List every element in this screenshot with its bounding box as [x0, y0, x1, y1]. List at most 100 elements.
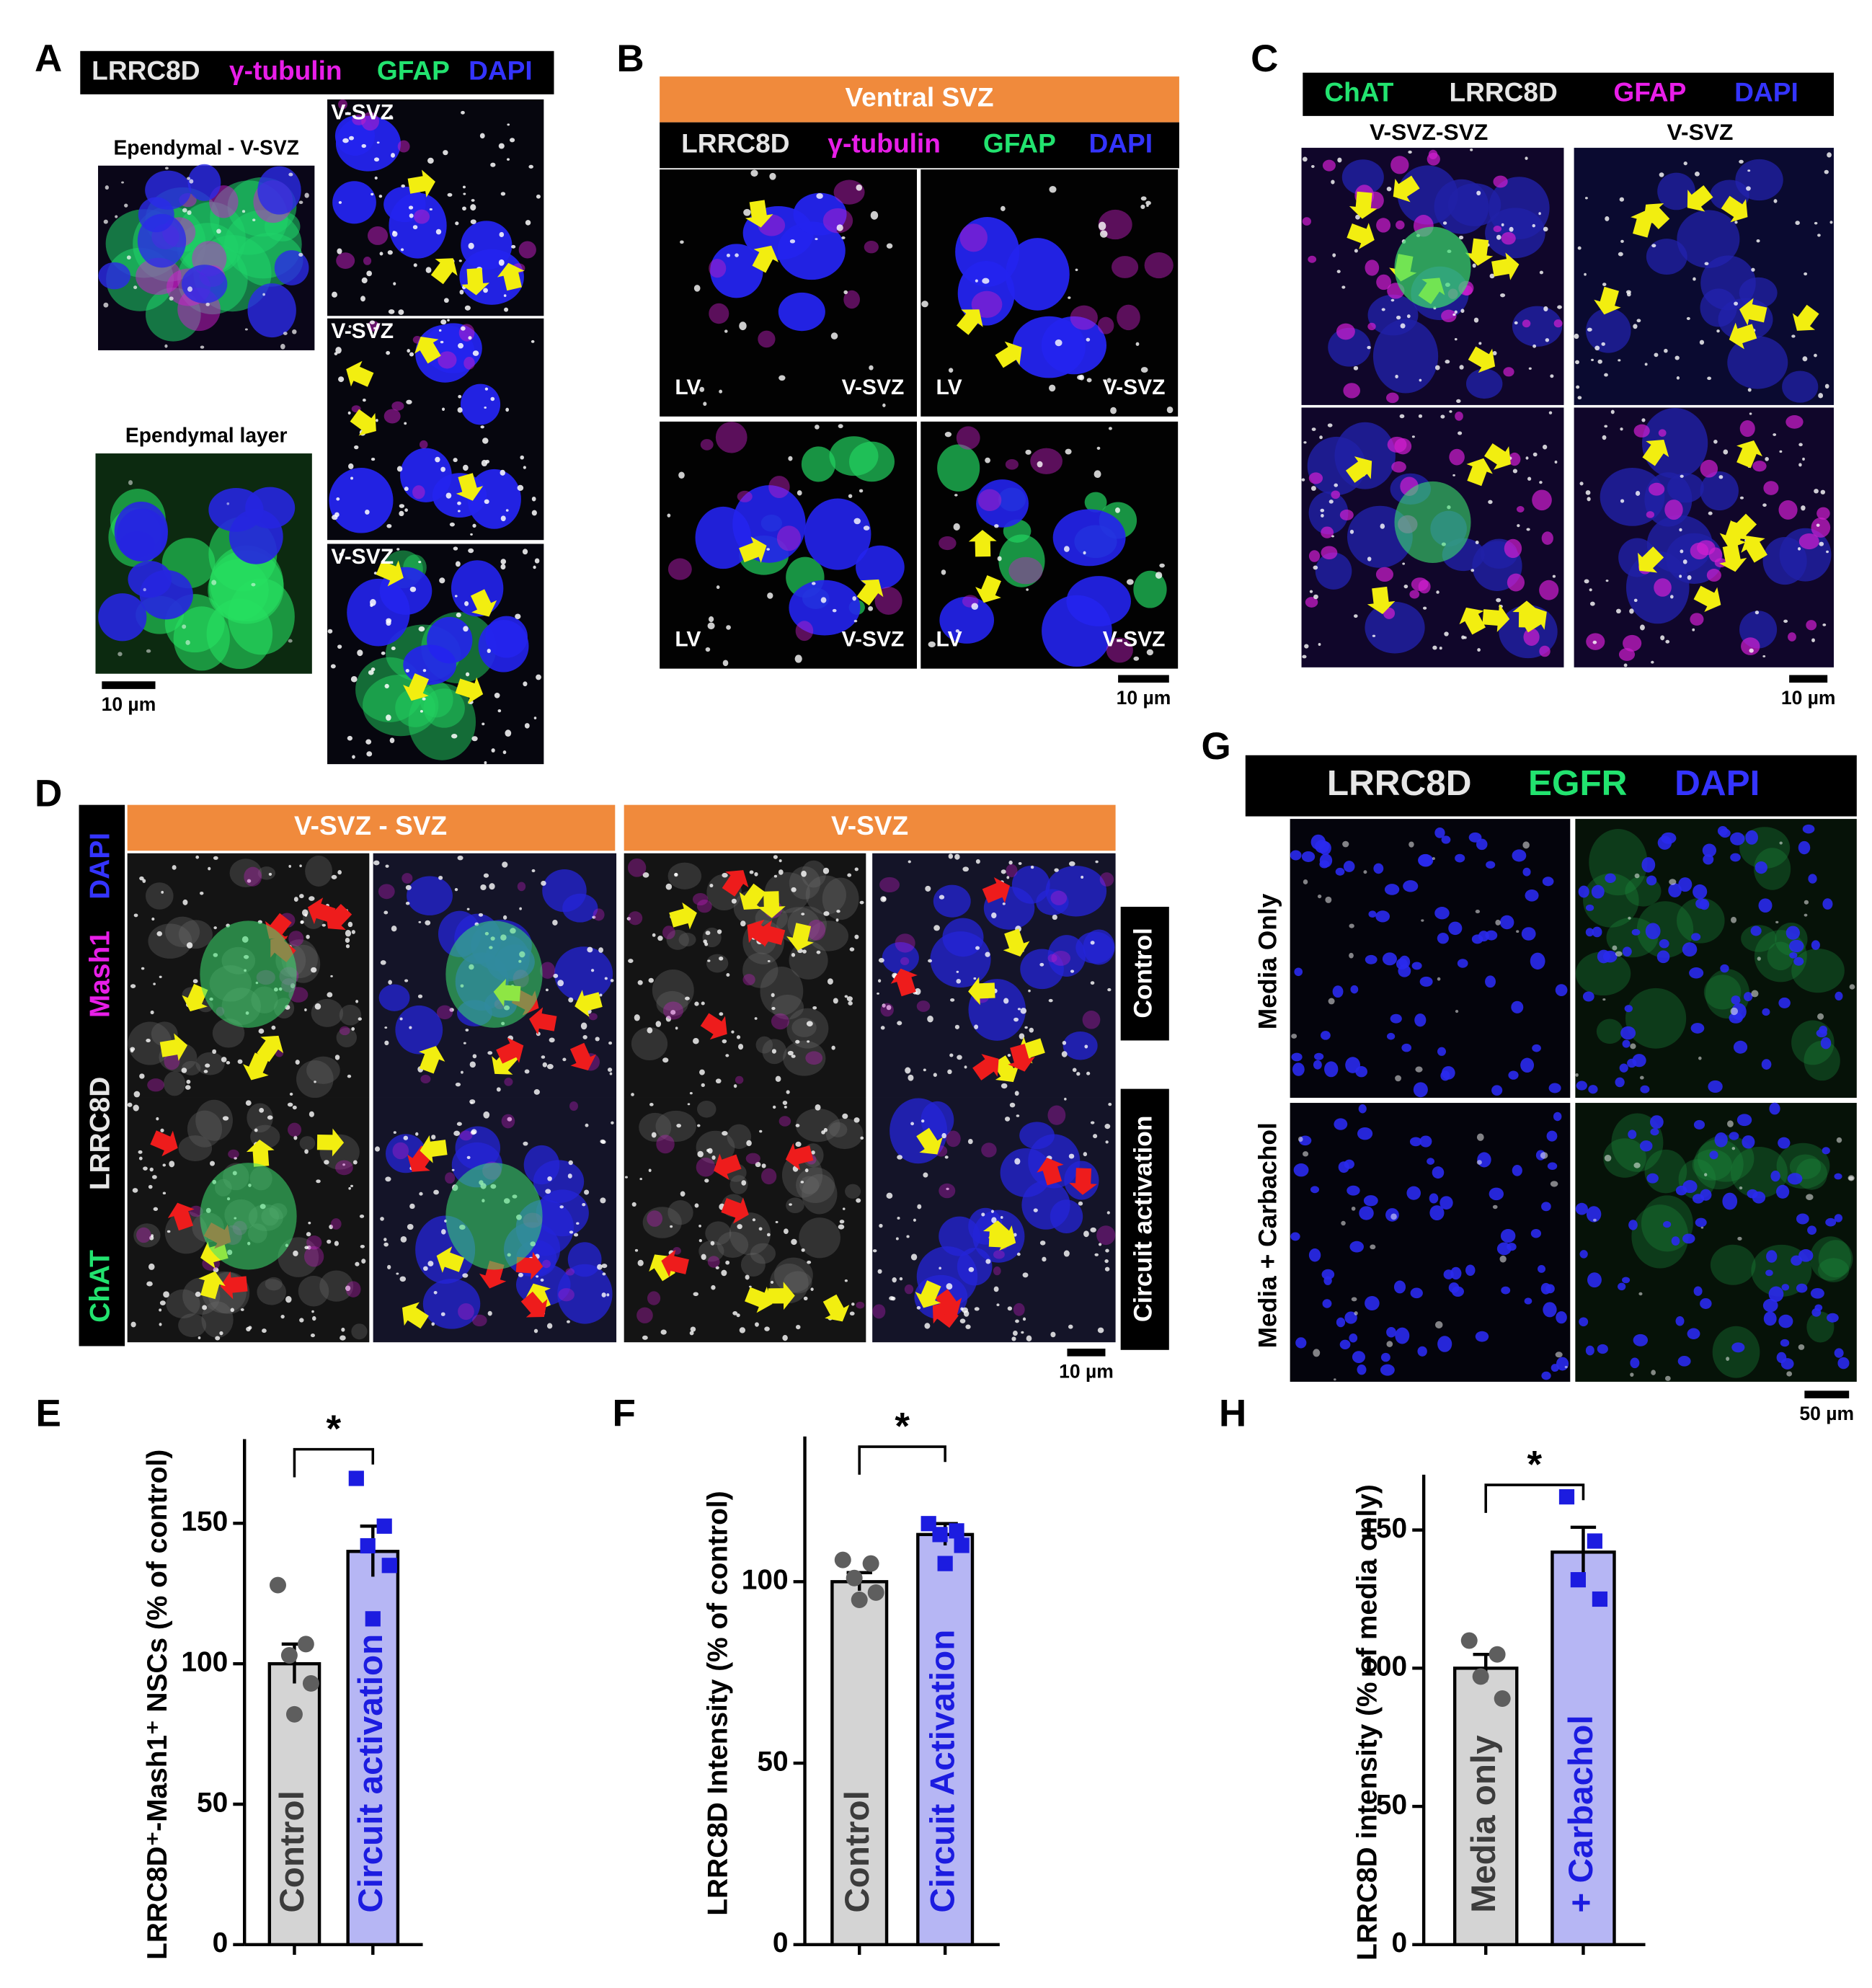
- texture: [1016, 1252, 1021, 1256]
- texture: [778, 292, 825, 332]
- texture: [1133, 570, 1167, 608]
- arrow: [470, 589, 497, 617]
- texture: [1675, 1185, 1687, 1196]
- texture: [1747, 388, 1752, 392]
- texture: [1671, 1236, 1680, 1246]
- arrow: [246, 1139, 275, 1167]
- texture: [1605, 873, 1616, 884]
- texture: [678, 932, 696, 947]
- texture: [1357, 1127, 1373, 1140]
- texture: [947, 1069, 952, 1075]
- texture: [1429, 1205, 1445, 1221]
- texture: [1766, 1250, 1778, 1263]
- texture: [956, 426, 980, 450]
- texture: [1106, 378, 1112, 383]
- texture: [637, 980, 643, 985]
- texture: [628, 911, 643, 926]
- texture: [1798, 1344, 1805, 1350]
- texture: [511, 244, 516, 249]
- texture: [1086, 337, 1091, 342]
- texture: [1631, 1204, 1689, 1269]
- texture: [505, 729, 512, 737]
- texture: [1387, 436, 1407, 453]
- texture: [1679, 528, 1682, 532]
- texture: [1065, 448, 1072, 455]
- texture: [916, 1306, 921, 1310]
- texture: [182, 624, 187, 629]
- texture: [562, 1057, 567, 1062]
- texture: [787, 1050, 794, 1056]
- texture: [923, 1172, 928, 1178]
- texture: [304, 1149, 309, 1154]
- texture: [1048, 998, 1053, 1003]
- texture: [1444, 631, 1449, 636]
- texture: [859, 489, 864, 493]
- texture: [848, 494, 853, 498]
- texture: [1421, 919, 1424, 922]
- texture: [1470, 569, 1475, 572]
- texture: [293, 897, 298, 902]
- texture: [675, 1026, 678, 1030]
- arrow: [496, 1037, 524, 1064]
- texture: [1437, 977, 1441, 981]
- texture: [786, 1197, 804, 1214]
- texture: [789, 580, 861, 636]
- channel-label: LRRC8D: [85, 1077, 116, 1191]
- texture: [1485, 208, 1545, 259]
- texture: [549, 1037, 555, 1043]
- texture: [1440, 414, 1445, 419]
- texture: [803, 1296, 808, 1300]
- texture: [468, 336, 472, 340]
- texture: [954, 853, 960, 860]
- texture: [806, 1021, 813, 1027]
- texture: [749, 1285, 752, 1288]
- texture: [1742, 1135, 1755, 1149]
- texture: [244, 328, 248, 331]
- texture: [1717, 826, 1728, 836]
- texture: [959, 1318, 966, 1323]
- texture: [1532, 344, 1537, 348]
- texture: [309, 1111, 314, 1117]
- texture: [409, 213, 414, 218]
- texture: [483, 873, 489, 878]
- texture: [407, 876, 453, 915]
- texture: [825, 1118, 864, 1150]
- texture: [667, 862, 702, 889]
- texture: [1741, 925, 1777, 952]
- texture: [859, 900, 864, 905]
- texture: [1679, 574, 1682, 578]
- texture: [1042, 1256, 1047, 1262]
- texture: [996, 1303, 1000, 1307]
- texture: [707, 959, 711, 962]
- texture: [1835, 991, 1843, 1001]
- texture: [1819, 541, 1824, 546]
- error-bar: [1570, 1525, 1597, 1577]
- texture: [1575, 1073, 1579, 1077]
- texture: [1656, 950, 1670, 964]
- texture: [533, 565, 536, 569]
- significance: *: [327, 1408, 342, 1450]
- texture: [1367, 345, 1371, 350]
- texture: [689, 1331, 694, 1336]
- texture: [1798, 840, 1811, 855]
- texture: [1320, 508, 1325, 512]
- data-point: [846, 1569, 863, 1587]
- micrograph-texture: [1579, 407, 1832, 667]
- texture: [948, 853, 954, 859]
- texture: [159, 1308, 162, 1312]
- texture: [1317, 894, 1322, 899]
- texture: [389, 737, 395, 743]
- texture: [117, 652, 123, 657]
- texture: [963, 1310, 970, 1317]
- texture: [1507, 573, 1525, 592]
- texture: [1076, 1072, 1081, 1076]
- texture: [737, 1224, 742, 1230]
- texture: [944, 432, 952, 438]
- arrow: [418, 1046, 445, 1074]
- texture: [1633, 1334, 1649, 1346]
- texture: [500, 559, 507, 564]
- texture: [1734, 221, 1738, 224]
- texture: [941, 1132, 946, 1139]
- texture: [1475, 541, 1479, 545]
- texture: [365, 739, 372, 745]
